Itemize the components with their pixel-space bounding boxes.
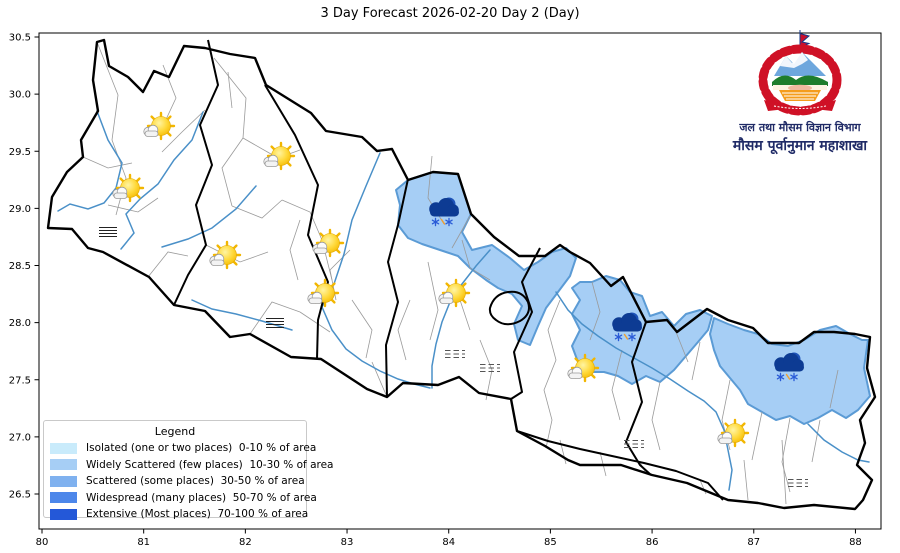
y-tick-label: 27.0 [9,432,31,443]
legend-swatch [50,492,77,504]
legend-rows: Isolated (one or two places) 0-10 % of a… [50,440,333,523]
axis-ticks: 80 81 82 83 84 85 86 87 88 30.5 30.0 29.5 29.0 28.5 28… [9,33,862,549]
nepal-outline [46,38,877,511]
y-tick-label: 29.5 [9,147,31,158]
legend: Legend Isolated (one or two places) 0-10… [43,420,333,520]
legend-swatch [50,508,77,520]
y-tick-label: 28.5 [9,261,31,272]
province-boundaries [173,39,724,501]
x-tick-label: 81 [137,537,150,548]
legend-title: Legend [154,425,196,438]
logo-block: जल तथा मौसम विज्ञान विभाग मौसम पूर्वानुम… [718,28,882,155]
x-tick-label: 83 [341,537,354,548]
x-tick-label: 80 [36,537,49,548]
y-tick-label: 29.0 [9,204,31,215]
legend-item: Scattered (some places) 30-50 % of area [50,473,305,490]
legend-item: Isolated (one or two places) 0-10 % of a… [50,440,316,457]
division-name: मौसम पूर्वानुमान महाशाखा [732,138,868,154]
nepal-government-emblem [758,30,842,116]
legend-item: Widely Scattered (few places) 10-30 % of… [50,457,333,474]
legend-swatch [50,475,77,487]
x-tick-label: 82 [239,537,252,548]
x-tick-label: 88 [849,537,862,548]
y-tick-label: 30.5 [9,33,31,44]
y-tick-label: 27.5 [9,375,31,386]
legend-swatch [50,459,77,471]
x-tick-label: 87 [747,537,760,548]
region-east-central [571,275,713,385]
x-tick-label: 84 [442,537,455,548]
y-tick-label: 30.0 [9,90,31,101]
legend-item-label: Isolated (one or two places) 0-10 % of a… [86,442,317,455]
legend-item-label: Scattered (some places) 30-50 % of area [86,475,305,488]
x-tick-label: 86 [646,537,659,548]
legend-swatch [50,442,77,454]
legend-item: Widespread (many places) 50-70 % of area [50,490,317,507]
legend-item-label: Widespread (many places) 50-70 % of area [86,491,317,504]
legend-item: Extensive (Most places) 70-100 % of area [50,506,308,523]
page-title: 3 Day Forecast 2026-02-20 Day 2 (Day) [320,6,580,21]
legend-item-label: Widely Scattered (few places) 10-30 % of… [86,458,334,471]
x-tick-label: 85 [544,537,557,548]
y-tick-label: 26.5 [9,490,31,501]
department-name: जल तथा मौसम विज्ञान विभाग [739,121,861,134]
legend-item-label: Extensive (Most places) 70-100 % of area [86,508,309,521]
y-tick-label: 28.0 [9,318,31,329]
